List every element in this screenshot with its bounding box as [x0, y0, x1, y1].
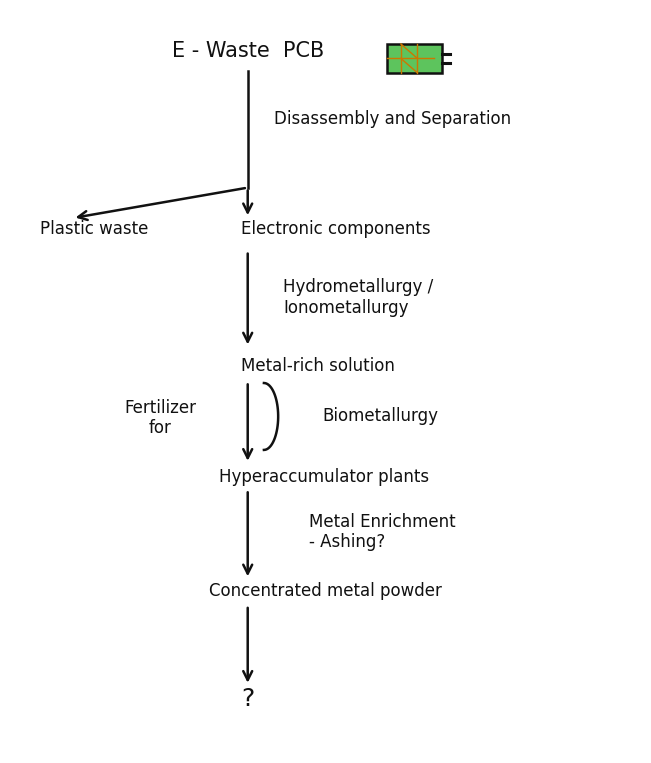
Text: ?: ? [241, 687, 255, 711]
Text: Concentrated metal powder: Concentrated metal powder [209, 581, 441, 600]
Text: Electronic components: Electronic components [242, 221, 431, 239]
Text: Fertilizer
for: Fertilizer for [124, 398, 196, 437]
Text: E - Waste  PCB: E - Waste PCB [172, 40, 324, 61]
Text: Hydrometallurgy /
Ionometallurgy: Hydrometallurgy / Ionometallurgy [283, 278, 434, 317]
Text: Disassembly and Separation: Disassembly and Separation [273, 110, 511, 128]
Text: Metal-rich solution: Metal-rich solution [242, 357, 395, 375]
Text: Plastic waste: Plastic waste [40, 221, 148, 239]
Text: Biometallurgy: Biometallurgy [322, 407, 438, 425]
Bar [387, 44, 442, 72]
Text: Metal Enrichment
- Ashing?: Metal Enrichment - Ashing? [309, 513, 456, 552]
Text: Hyperaccumulator plants: Hyperaccumulator plants [219, 468, 428, 485]
